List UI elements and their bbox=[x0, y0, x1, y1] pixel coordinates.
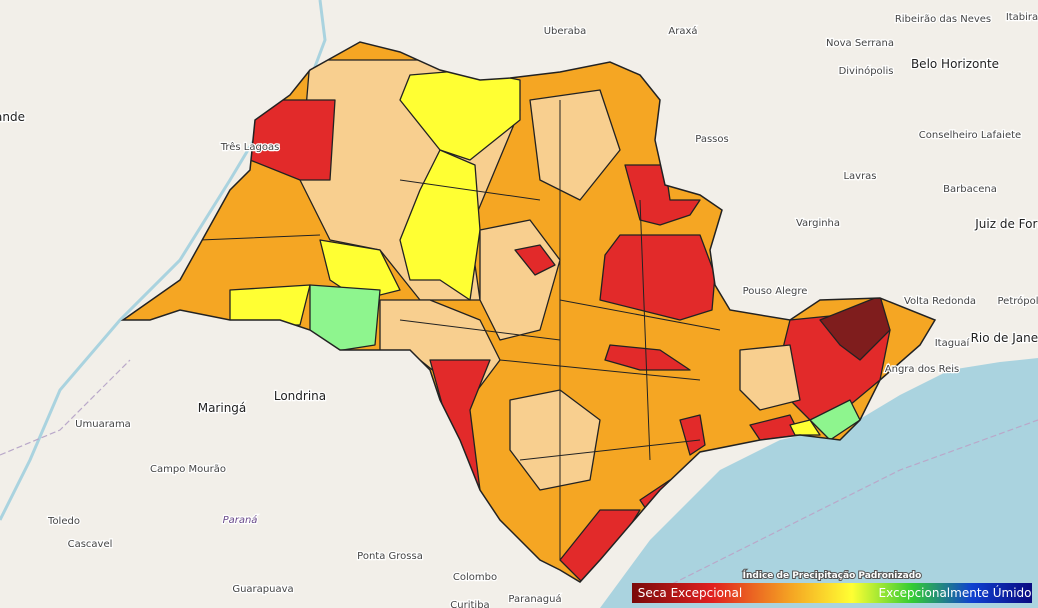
region bbox=[514, 244, 556, 276]
place-label: Cascavel bbox=[68, 539, 113, 550]
region bbox=[559, 509, 641, 582]
place-label: Itabira bbox=[1006, 12, 1038, 23]
place-label: Juiz de Fora bbox=[974, 217, 1038, 231]
legend-title: Índice de Precipitação Padronizado bbox=[743, 569, 922, 581]
place-label: Volta Redonda bbox=[904, 296, 976, 307]
legend-low: Seca Excepcional bbox=[638, 586, 742, 600]
place-label: Angra dos Reis bbox=[885, 364, 959, 375]
place-label: Uberaba bbox=[544, 26, 587, 37]
place-label: Ribeirão das Neves bbox=[895, 14, 991, 25]
place-label: Divinópolis bbox=[839, 65, 894, 77]
place-label: Pouso Alegre bbox=[743, 286, 808, 297]
region bbox=[529, 89, 621, 201]
region bbox=[739, 344, 801, 411]
region bbox=[819, 295, 891, 361]
place-label: Petrópolis bbox=[998, 295, 1038, 307]
place-label: Varginha bbox=[796, 218, 840, 229]
place-label: Nova Serrana bbox=[826, 38, 894, 49]
region bbox=[309, 284, 381, 353]
place-label: Passos bbox=[695, 134, 728, 145]
place-label: Londrina bbox=[274, 389, 326, 403]
border bbox=[0, 359, 1038, 601]
place-label: Araxá bbox=[668, 25, 697, 37]
river bbox=[0, 0, 327, 521]
place-label: ande bbox=[0, 110, 25, 124]
border bbox=[199, 100, 721, 560]
legend-bar bbox=[632, 583, 1032, 603]
ocean bbox=[600, 358, 1038, 608]
region bbox=[399, 149, 481, 301]
place-label: Maringá bbox=[198, 401, 247, 415]
place-label: Colombo bbox=[453, 572, 497, 583]
place-label: Três Lagoas bbox=[220, 141, 280, 153]
legend-high: Excepcionalmente Úmido bbox=[879, 585, 1032, 600]
region bbox=[599, 234, 716, 321]
place-label: Belo Horizonte bbox=[911, 57, 999, 71]
place-label: Lavras bbox=[843, 171, 876, 182]
place-label: Ponta Grossa bbox=[357, 551, 423, 562]
place-label: Campo Mourão bbox=[150, 464, 226, 475]
region bbox=[229, 284, 311, 326]
legend: Índice de Precipitação Padronizado Seca … bbox=[632, 568, 1032, 603]
place-label: Guarapuava bbox=[232, 584, 293, 595]
place-label: Paranaguá bbox=[508, 593, 561, 605]
place-label: Toledo bbox=[47, 516, 80, 527]
place-label: Curitiba bbox=[450, 600, 489, 608]
place-label: Rio de Janeiro bbox=[971, 331, 1038, 345]
place-label: Conselheiro Lafaiete bbox=[919, 130, 1021, 141]
region bbox=[789, 419, 821, 436]
place-label: Barbacena bbox=[943, 184, 997, 195]
place-label: Paraná bbox=[223, 514, 258, 526]
region bbox=[604, 344, 691, 371]
place-label: Umuarama bbox=[75, 419, 131, 430]
region bbox=[679, 414, 706, 456]
place-label: Itaguaí bbox=[935, 337, 971, 349]
